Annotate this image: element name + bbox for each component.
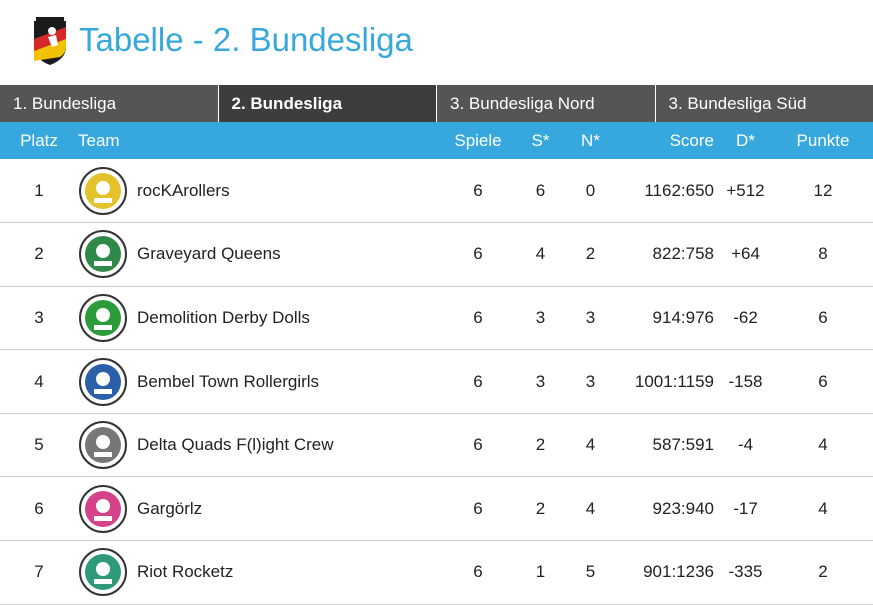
diff-cell: -17 [718, 477, 773, 541]
diff-cell: -4 [718, 413, 773, 477]
points-cell: 12 [773, 159, 873, 223]
team-name-link[interactable]: rocKArollers [137, 181, 230, 201]
games-cell: 6 [443, 541, 513, 605]
team-cell: Delta Quads F(l)ight Crew [78, 413, 443, 477]
games-cell: 6 [443, 350, 513, 414]
games-cell: 6 [443, 413, 513, 477]
points-cell: 8 [773, 223, 873, 287]
team-logo-icon [78, 484, 128, 534]
team-logo-icon [78, 229, 128, 279]
rank-cell: 6 [0, 477, 78, 541]
wins-cell: 3 [513, 286, 568, 350]
wins-cell: 4 [513, 223, 568, 287]
score-cell: 923:940 [613, 477, 718, 541]
rank-cell: 2 [0, 223, 78, 287]
table-row: 3 Demolition Derby Dolls 6 3 3 914:976 -… [0, 286, 873, 350]
diff-cell: -158 [718, 350, 773, 414]
col-header-platz: Platz [0, 122, 78, 159]
col-header-score: Score [613, 122, 718, 159]
score-cell: 914:976 [613, 286, 718, 350]
points-cell: 4 [773, 413, 873, 477]
losses-cell: 2 [568, 223, 613, 287]
team-name-link[interactable]: Gargörlz [137, 499, 202, 519]
rank-cell: 5 [0, 413, 78, 477]
diff-cell: +512 [718, 159, 773, 223]
team-name-link[interactable]: Delta Quads F(l)ight Crew [137, 435, 334, 455]
team-logo-icon [78, 293, 128, 343]
points-cell: 6 [773, 350, 873, 414]
points-cell: 2 [773, 541, 873, 605]
wins-cell: 2 [513, 477, 568, 541]
score-cell: 587:591 [613, 413, 718, 477]
diff-cell: -62 [718, 286, 773, 350]
losses-cell: 5 [568, 541, 613, 605]
score-cell: 901:1236 [613, 541, 718, 605]
diff-cell: +64 [718, 223, 773, 287]
table-row: 7 Riot Rocketz 6 1 5 901:1236 -335 2 [0, 541, 873, 605]
team-cell: rocKArollers [78, 159, 443, 223]
team-logo-icon [78, 547, 128, 597]
losses-cell: 4 [568, 477, 613, 541]
team-name-link[interactable]: Demolition Derby Dolls [137, 308, 310, 328]
team-logo-icon [78, 420, 128, 470]
diff-cell: -335 [718, 541, 773, 605]
tab-1-bundesliga[interactable]: 1. Bundesliga [0, 85, 219, 122]
rank-cell: 3 [0, 286, 78, 350]
table-row: 2 Graveyard Queens 6 4 2 822:758 +64 8 [0, 223, 873, 287]
team-name-link[interactable]: Bembel Town Rollergirls [137, 372, 319, 392]
rank-cell: 7 [0, 541, 78, 605]
losses-cell: 3 [568, 286, 613, 350]
table-row: 5 Delta Quads F(l)ight Crew 6 2 4 587:59… [0, 413, 873, 477]
table-row: 4 Bembel Town Rollergirls 6 3 3 1001:115… [0, 350, 873, 414]
wins-cell: 6 [513, 159, 568, 223]
page-header: Tabelle - 2. Bundesliga [0, 0, 873, 85]
games-cell: 6 [443, 477, 513, 541]
table-row: 1 rocKArollers 6 6 0 1162:650 +512 12 [0, 159, 873, 223]
points-cell: 4 [773, 477, 873, 541]
team-cell: Bembel Town Rollergirls [78, 350, 443, 414]
league-tabs: 1. Bundesliga 2. Bundesliga 3. Bundeslig… [0, 85, 873, 122]
table-row: 6 Gargörlz 6 2 4 923:940 -17 4 [0, 477, 873, 541]
losses-cell: 3 [568, 350, 613, 414]
games-cell: 6 [443, 159, 513, 223]
games-cell: 6 [443, 286, 513, 350]
wins-cell: 2 [513, 413, 568, 477]
col-header-niederlagen: N* [568, 122, 613, 159]
wins-cell: 1 [513, 541, 568, 605]
col-header-siege: S* [513, 122, 568, 159]
table-header-row: Platz Team Spiele S* N* Score D* Punkte [0, 122, 873, 159]
rank-cell: 4 [0, 350, 78, 414]
team-cell: Riot Rocketz [78, 541, 443, 605]
col-header-differenz: D* [718, 122, 773, 159]
games-cell: 6 [443, 223, 513, 287]
score-cell: 1162:650 [613, 159, 718, 223]
score-cell: 1001:1159 [613, 350, 718, 414]
page-title: Tabelle - 2. Bundesliga [79, 21, 413, 59]
team-name-link[interactable]: Graveyard Queens [137, 244, 281, 264]
team-logo-icon [78, 357, 128, 407]
wins-cell: 3 [513, 350, 568, 414]
tab-3-bundesliga-sued[interactable]: 3. Bundesliga Süd [656, 85, 873, 122]
team-cell: Gargörlz [78, 477, 443, 541]
losses-cell: 4 [568, 413, 613, 477]
roller-derby-logo [30, 17, 70, 67]
tab-3-bundesliga-nord[interactable]: 3. Bundesliga Nord [437, 85, 656, 122]
team-logo-icon [78, 166, 128, 216]
team-name-link[interactable]: Riot Rocketz [137, 562, 233, 582]
team-cell: Demolition Derby Dolls [78, 286, 443, 350]
standings-table: Platz Team Spiele S* N* Score D* Punkte … [0, 122, 873, 605]
col-header-punkte: Punkte [773, 122, 873, 159]
col-header-spiele: Spiele [443, 122, 513, 159]
tab-2-bundesliga[interactable]: 2. Bundesliga [219, 85, 438, 122]
points-cell: 6 [773, 286, 873, 350]
rank-cell: 1 [0, 159, 78, 223]
losses-cell: 0 [568, 159, 613, 223]
col-header-team: Team [78, 122, 443, 159]
team-cell: Graveyard Queens [78, 223, 443, 287]
score-cell: 822:758 [613, 223, 718, 287]
